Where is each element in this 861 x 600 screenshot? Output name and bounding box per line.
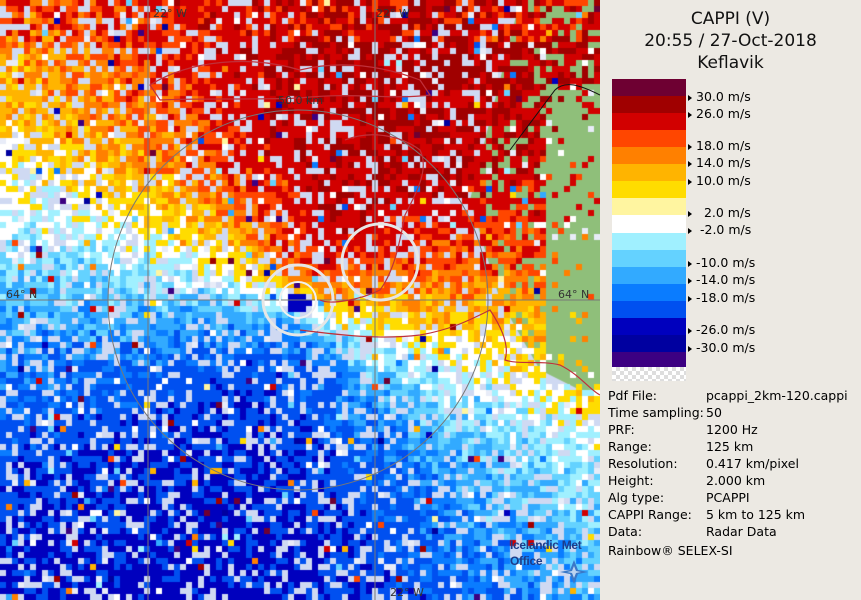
metadata-value: Radar Data bbox=[706, 524, 777, 539]
color-legend bbox=[612, 79, 686, 381]
legend-label: 2.0 m/s bbox=[688, 205, 751, 220]
lon-label-top-left: 22° W bbox=[153, 7, 187, 20]
legend-swatch bbox=[612, 215, 686, 234]
legend-swatch bbox=[612, 130, 686, 148]
metadata-value: 125 km bbox=[706, 439, 754, 454]
datetime-title: 20:55 / 27-Oct-2018 bbox=[644, 31, 817, 51]
coastline bbox=[149, 60, 432, 101]
legend-label: -10.0 m/s bbox=[688, 255, 755, 270]
legend-swatch bbox=[612, 113, 686, 131]
legend-swatch bbox=[612, 334, 686, 353]
lat-label-left: 64° N bbox=[6, 288, 37, 301]
legend-swatch bbox=[612, 198, 686, 216]
metadata-key: Alg type: bbox=[608, 490, 665, 505]
metadata-key: Data: bbox=[608, 524, 643, 539]
range-ring-outer bbox=[107, 109, 489, 491]
metadata-value: 50 bbox=[706, 405, 722, 420]
metadata-key: PRF: bbox=[608, 422, 635, 437]
legend-swatch bbox=[612, 266, 686, 285]
legend-label: 18.0 m/s bbox=[688, 138, 751, 153]
legend-swatch bbox=[612, 249, 686, 268]
coastline bbox=[319, 134, 424, 303]
legend-swatch bbox=[612, 351, 686, 370]
metadata-value: 1200 Hz bbox=[706, 422, 758, 437]
imo-logo: Icelandic Met Office bbox=[508, 538, 600, 594]
legend-label: 10.0 m/s bbox=[688, 173, 751, 188]
legend-swatch bbox=[612, 79, 686, 97]
range-ring-center bbox=[279, 281, 317, 319]
logo-text-line2: Office bbox=[510, 554, 543, 568]
coastline-east bbox=[509, 84, 600, 151]
legend-label: 30.0 m/s bbox=[688, 89, 751, 104]
logo-star-icon bbox=[560, 560, 588, 584]
metadata-value: 2.000 km bbox=[706, 473, 766, 488]
legend-swatch bbox=[612, 147, 686, 165]
metadata-key: Range: bbox=[608, 439, 652, 454]
legend-label: 26.0 m/s bbox=[688, 106, 751, 121]
metadata-value: 5 km to 125 km bbox=[706, 507, 806, 522]
map-overlay: 22° W 22° W 64° N 64° N 50.0 km 22° W bbox=[0, 0, 600, 600]
footer-credit: Rainbow® SELEX-SI bbox=[608, 543, 733, 558]
legend-label: -26.0 m/s bbox=[688, 322, 755, 337]
product-title: CAPPI (V) bbox=[690, 9, 771, 29]
range-ring-label: 50.0 km bbox=[278, 94, 323, 107]
legend-label: -2.0 m/s bbox=[688, 222, 751, 237]
legend-nodata-swatch bbox=[612, 367, 686, 381]
metadata-key: Pdf File: bbox=[608, 388, 657, 403]
legend-swatch bbox=[612, 283, 686, 302]
metadata-value: PCAPPI bbox=[706, 490, 750, 505]
legend-swatch bbox=[612, 300, 686, 319]
range-ring-secondary bbox=[340, 222, 420, 302]
legend-label: -18.0 m/s bbox=[688, 290, 755, 305]
legend-swatch bbox=[612, 181, 686, 199]
legend-swatch bbox=[612, 96, 686, 114]
info-panel: CAPPI (V) 20:55 / 27-Oct-2018 Keflavik 3… bbox=[600, 0, 861, 600]
metadata-key: Height: bbox=[608, 473, 654, 488]
range-ring-inner bbox=[261, 263, 335, 337]
legend-swatch bbox=[612, 232, 686, 251]
coastline bbox=[299, 309, 600, 396]
legend-swatch bbox=[612, 317, 686, 336]
radar-map: 22° W 22° W 64° N 64° N 50.0 km 22° W Ic… bbox=[0, 0, 600, 600]
metadata-value: pcappi_2km-120.cappi bbox=[706, 388, 848, 403]
lat-label-right: 64° N bbox=[558, 288, 589, 301]
metadata-key: Resolution: bbox=[608, 456, 678, 471]
lon-label-bottom: 22° W bbox=[390, 586, 424, 599]
legend-swatch bbox=[612, 164, 686, 182]
station-title: Keflavik bbox=[697, 53, 764, 73]
metadata-key: Time sampling: bbox=[608, 405, 704, 420]
legend-label: 14.0 m/s bbox=[688, 155, 751, 170]
logo-text-line1: Icelandic Met bbox=[510, 538, 582, 552]
legend-label: -30.0 m/s bbox=[688, 340, 755, 355]
lon-label-top-right: 22° W bbox=[376, 7, 410, 20]
metadata-key: CAPPI Range: bbox=[608, 507, 692, 522]
legend-label: -14.0 m/s bbox=[688, 272, 755, 287]
metadata-value: 0.417 km/pixel bbox=[706, 456, 799, 471]
